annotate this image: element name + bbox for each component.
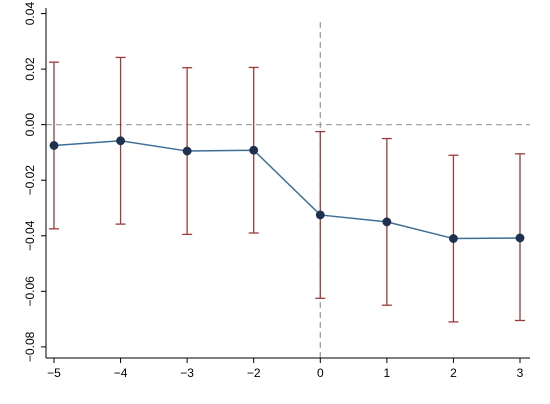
- x-tick-label: 2: [450, 366, 457, 380]
- x-tick-label: −4: [114, 366, 128, 380]
- axes: [45, 8, 530, 359]
- y-axis-ticks: 0.04 0.02 0.00 −0.02 −0.04 −0.06 −0.08: [23, 2, 46, 362]
- y-tick-label: 0.00: [23, 113, 37, 137]
- data-point: [382, 217, 392, 227]
- x-tick-label: −5: [47, 366, 61, 380]
- y-tick-label: 0.02: [23, 57, 37, 81]
- data-point: [448, 234, 458, 244]
- x-tick-label: 3: [517, 366, 524, 380]
- x-tick-label: −2: [247, 366, 261, 380]
- y-tick-label: −0.06: [23, 276, 37, 307]
- series-line-group: [53, 140, 521, 240]
- data-point: [249, 145, 259, 155]
- y-tick-label: −0.08: [23, 331, 37, 362]
- y-tick-label: −0.04: [23, 220, 37, 251]
- data-point: [315, 210, 325, 220]
- data-point: [116, 136, 126, 146]
- estimate-line: [53, 140, 521, 240]
- data-point: [49, 141, 59, 150]
- reference-lines: [46, 22, 530, 358]
- data-point: [515, 233, 525, 243]
- markers: [49, 136, 525, 244]
- y-tick-label: −0.02: [23, 165, 37, 196]
- x-axis-ticks: −5 −4 −3 −2 0 1 2 3: [47, 358, 524, 380]
- x-tick-label: 1: [384, 366, 391, 380]
- x-tick-label: 0: [317, 366, 324, 380]
- x-tick-label: −3: [180, 366, 194, 380]
- y-tick-label: 0.04: [23, 2, 37, 26]
- data-point: [182, 146, 192, 156]
